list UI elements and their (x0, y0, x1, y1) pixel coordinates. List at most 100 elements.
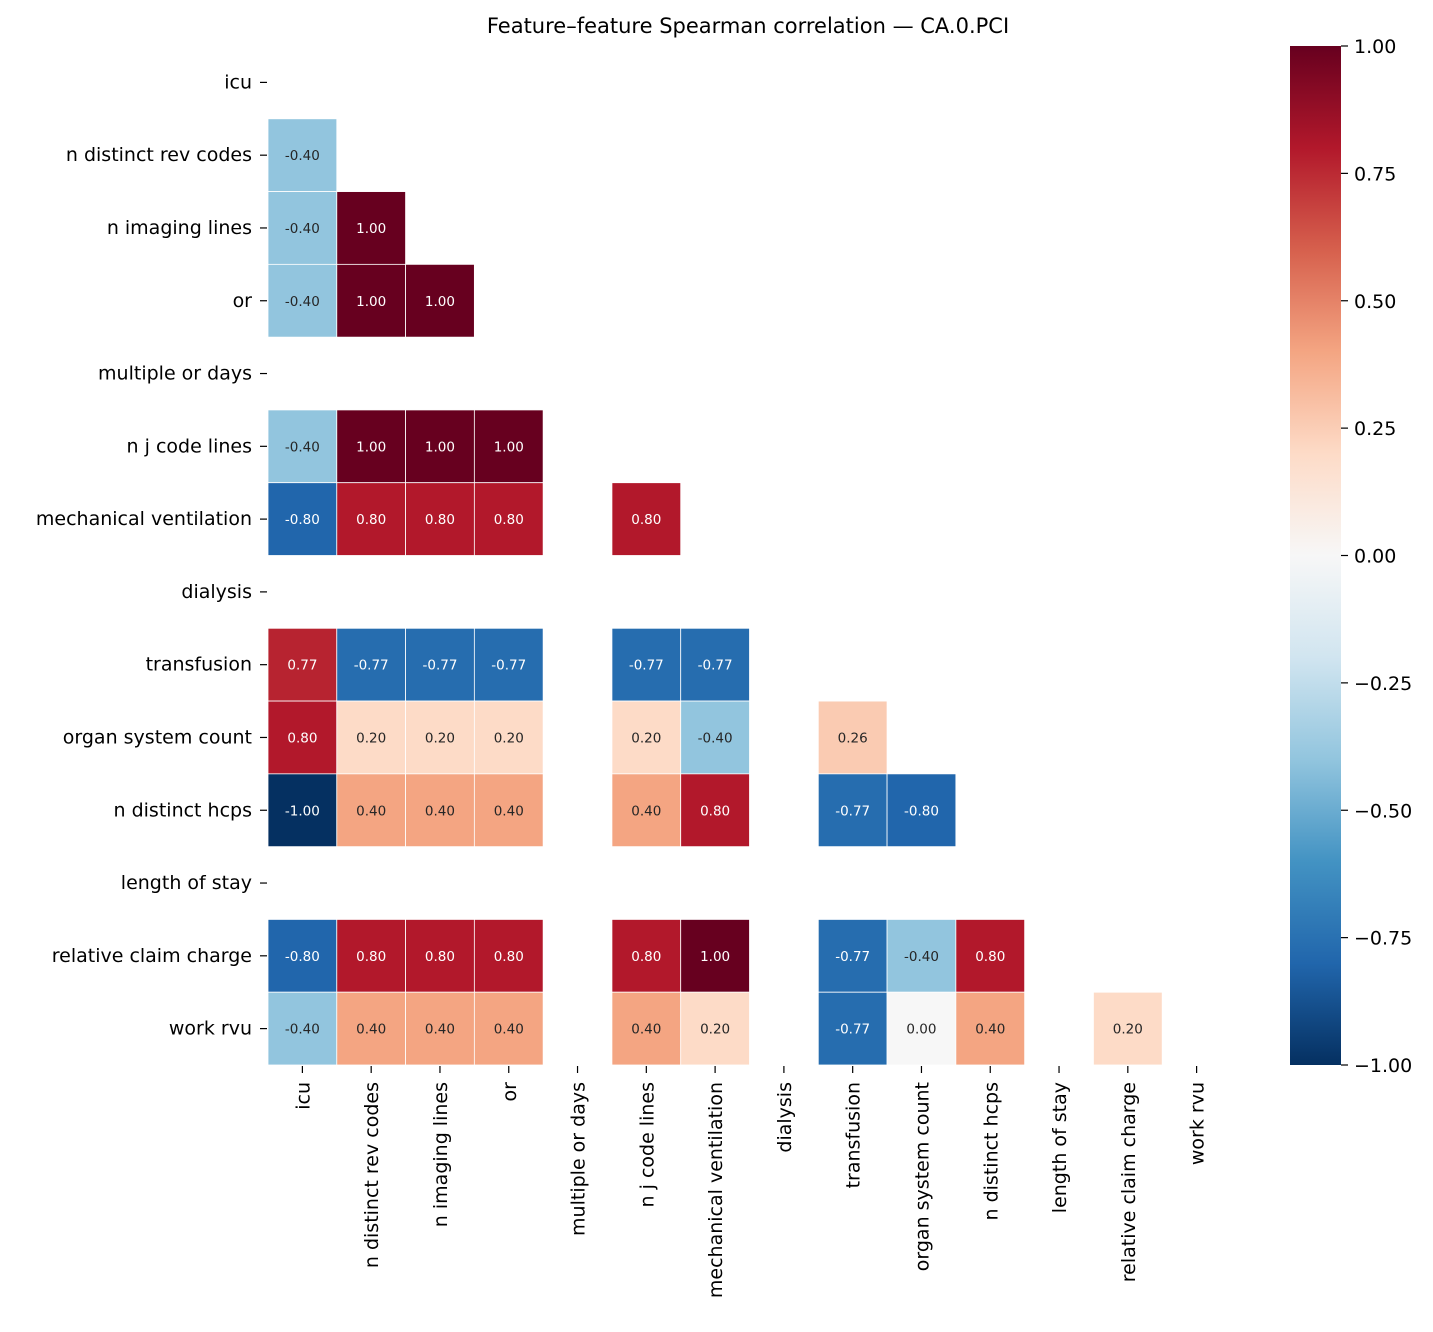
colorbar-tick-label: −0.25 (1354, 673, 1412, 695)
cell-value-label: 0.80 (425, 512, 455, 528)
y-tick-label: dialysis (181, 581, 252, 603)
cell-value-label: 0.80 (631, 512, 661, 528)
heatmap-cell (405, 482, 475, 556)
cell-value-label: -0.40 (285, 439, 320, 455)
y-tick-label: n distinct rev codes (66, 144, 252, 166)
heatmap-cell (611, 991, 682, 1066)
colorbar (1290, 46, 1341, 1065)
cell-value-label: 0.20 (494, 730, 524, 746)
cell-value-label: 0.80 (975, 949, 1005, 965)
y-tick-label: relative claim charge (52, 945, 252, 967)
heatmap-cell (405, 991, 475, 1066)
x-tick-label: organ system count (911, 1082, 933, 1271)
heatmap-cell (336, 991, 406, 1066)
colorbar-tick-label: −0.75 (1354, 928, 1412, 950)
heatmap-cell (405, 263, 475, 338)
colorbar-tick-label: 0.25 (1354, 418, 1396, 440)
heatmap-cell (267, 700, 338, 775)
heatmap-cell (267, 191, 338, 265)
heatmap-cell (336, 409, 406, 484)
cell-value-label: 0.77 (287, 658, 317, 674)
colorbar-tick-label: 0.00 (1354, 546, 1396, 568)
cell-value-label: 0.20 (700, 1022, 730, 1038)
heatmap-cell (817, 700, 888, 775)
colorbar-tick-label: 0.75 (1354, 163, 1396, 185)
heatmap-cell (267, 627, 338, 702)
y-tick-label: or (233, 290, 253, 312)
cell-value-label: -1.00 (285, 803, 320, 819)
cell-value-label: 0.40 (631, 803, 661, 819)
cell-value-label: 0.80 (356, 949, 386, 965)
x-tick-label: n distinct hcps (980, 1082, 1002, 1220)
heatmap-cell (267, 919, 338, 993)
y-tick-label: icu (224, 71, 252, 93)
cell-value-label: 0.80 (425, 949, 455, 965)
heatmap-cell (336, 263, 406, 338)
heatmap-cell (680, 627, 750, 702)
cell-value-label: 0.40 (356, 803, 386, 819)
x-tick-label: dialysis (774, 1082, 796, 1153)
heatmap-cell (267, 991, 338, 1066)
y-tick-label: n j code lines (127, 435, 252, 457)
heatmap-cell (336, 627, 406, 702)
cell-value-label: -0.77 (629, 658, 664, 674)
x-tick-label: relative claim charge (1118, 1082, 1140, 1282)
cell-value-label: 1.00 (356, 221, 386, 237)
heatmap-cell (473, 773, 544, 848)
x-tick-label: n imaging lines (430, 1082, 452, 1227)
x-tick-label: multiple or days (568, 1082, 590, 1236)
cell-value-label: 1.00 (494, 439, 524, 455)
cell-value-label: 0.40 (425, 1022, 455, 1038)
y-tick-label: mechanical ventilation (36, 508, 252, 530)
colorbar-tick-label: 0.50 (1354, 291, 1396, 313)
heatmap-cell (405, 919, 475, 993)
cell-value-label: -0.40 (285, 294, 320, 310)
cell-value-label: 0.80 (631, 949, 661, 965)
colorbar-tick-label: 1.00 (1354, 36, 1396, 58)
heatmap-cell (955, 919, 1026, 993)
cell-value-label: -0.40 (285, 148, 320, 164)
x-tick-label: transfusion (843, 1082, 865, 1188)
cell-value-label: -0.40 (698, 730, 733, 746)
cell-value-label: 1.00 (356, 294, 386, 310)
cell-value-label: 0.40 (494, 1022, 524, 1038)
cell-value-label: 0.80 (494, 512, 524, 528)
heatmap-cell (336, 700, 406, 775)
colorbar-tick-label: −1.00 (1354, 1055, 1412, 1077)
cell-value-label: 0.40 (356, 1022, 386, 1038)
x-tick-label: or (499, 1082, 521, 1102)
y-tick-label: transfusion (146, 654, 252, 676)
heatmap-cell (680, 919, 750, 993)
cell-value-label: -0.40 (904, 949, 939, 965)
cell-value-label: -0.40 (285, 1022, 320, 1038)
heatmap-cell (267, 118, 338, 192)
x-tick-label: length of stay (1049, 1082, 1071, 1213)
cell-value-label: 0.26 (838, 730, 868, 746)
y-tick-label: multiple or days (98, 363, 252, 385)
cell-value-label: -0.80 (285, 512, 320, 528)
y-tick-label: n imaging lines (107, 217, 252, 239)
chart-title: Feature–feature Spearman correlation — C… (487, 14, 1009, 38)
cell-value-label: 0.80 (356, 512, 386, 528)
cell-value-label: 0.40 (631, 1022, 661, 1038)
heatmap-cell (473, 700, 544, 775)
heatmap-cell (955, 991, 1026, 1066)
cell-value-label: 0.40 (425, 803, 455, 819)
cell-value-label: 0.00 (906, 1022, 936, 1038)
cell-value-label: 0.80 (494, 949, 524, 965)
cell-value-label: 0.20 (425, 730, 455, 746)
heatmap-cell (473, 919, 544, 993)
heatmap-cell (817, 773, 888, 848)
heatmap-cell (611, 627, 682, 702)
cell-value-label: 0.40 (975, 1022, 1005, 1038)
cell-value-label: -0.77 (354, 658, 389, 674)
heatmap-cell (267, 263, 338, 338)
heatmap-cell (680, 700, 750, 775)
y-tick-label: work rvu (169, 1018, 252, 1040)
heatmap-cell (336, 919, 406, 993)
heatmap-cell (680, 991, 750, 1066)
cell-value-label: 0.20 (1113, 1022, 1143, 1038)
heatmap-cell (886, 991, 957, 1066)
heatmap-cell (473, 482, 544, 556)
